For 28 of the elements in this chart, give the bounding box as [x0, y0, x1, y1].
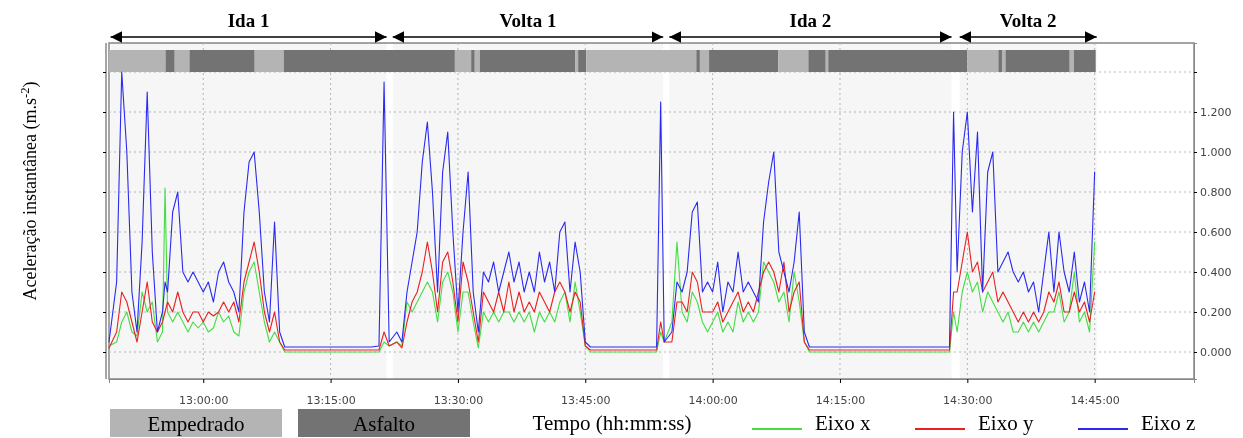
x-tick-label: 14:45:00 [1070, 393, 1120, 407]
band-label: Volta 1 [499, 10, 557, 31]
x-tick-label: 13:45:00 [561, 393, 611, 407]
x-tick-label: 13:30:00 [433, 393, 484, 407]
y-tick-label: 1.200 [1200, 106, 1232, 120]
x-tick-label: 13:15:00 [306, 393, 356, 407]
y-tick-label: 1.000 [1200, 146, 1232, 160]
x-tick-label: 14:00:00 [688, 393, 738, 407]
x-tick-label: 13:00:00 [179, 393, 229, 407]
band-label: Ida 1 [227, 10, 270, 31]
x-tick-label: 14:15:00 [815, 393, 866, 407]
y-tick-label: 0.200 [1200, 306, 1232, 320]
legend-label: Eixo x [815, 411, 871, 435]
x-tick-label: 14:30:00 [943, 393, 993, 407]
legend-label: Eixo z [1141, 411, 1196, 435]
y-tick-label: 0.600 [1200, 226, 1232, 240]
y-tick-label: 0.800 [1200, 186, 1232, 200]
line-series [108, 71, 1096, 348]
legend-label: Eixo y [978, 411, 1034, 435]
line-series [108, 187, 1096, 353]
band-label: Ida 2 [789, 10, 832, 31]
text: Empedrado [147, 412, 245, 436]
line-series [108, 231, 1096, 351]
y-tick-label: 0.400 [1200, 266, 1232, 280]
band-label: Volta 2 [999, 10, 1057, 31]
text: Asfalto [353, 412, 415, 436]
y-tick-label: 0.000 [1200, 346, 1232, 360]
x-axis-title: Tempo (hh:mm:ss) [532, 411, 692, 435]
